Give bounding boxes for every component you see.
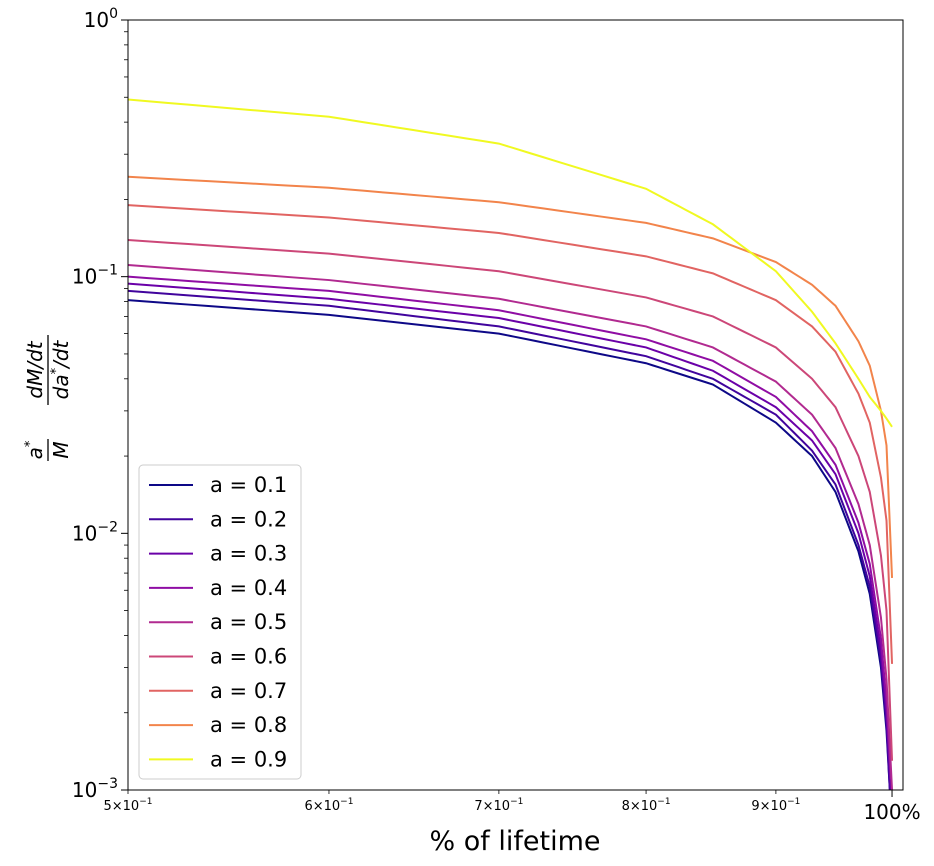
legend-label-9: a = 0.9 [210,747,287,771]
legend-label-8: a = 0.8 [210,713,287,737]
legend-label-1: a = 0.1 [210,473,287,497]
ticks-layer: 100 10−1 10−2 10−35×10−1 6×10−1 7×10−1 8×10−1 9… [72,6,921,824]
x-axis-label: % of lifetime [430,826,601,857]
series-line-7 [128,204,894,664]
y-tick-label-3: 10−3 [72,776,118,802]
series-line-6 [128,238,894,761]
legend-label-4: a = 0.4 [210,576,287,600]
x-tick-label-0: 5×10−1 [104,797,153,814]
x-tick-label-2: 7×10−1 [474,797,523,814]
x-tick-label-1: 6×10−1 [304,797,353,814]
legend-label-5: a = 0.5 [210,610,287,634]
series-line-4 [128,275,892,780]
y-axis-label: a* M dM/dt da*/dt [23,335,73,461]
y-tick-label-2: 10−2 [72,519,118,545]
plot-frame [127,19,904,791]
legend-label-3: a = 0.3 [210,542,287,566]
series-line-9 [128,98,893,428]
legend-label-2: a = 0.2 [210,507,287,531]
y-tick-label-0: 100 [84,6,118,32]
legend-label-7: a = 0.7 [210,679,287,703]
legend-box [138,464,302,780]
svg-text:da*/dt: da*/dt [49,339,73,399]
legend: a = 0.1 a = 0.2 a = 0.3 a = 0.4 a = 0.5 a = 0… [138,464,302,780]
series-layer [128,98,894,790]
series-line-5 [128,264,894,790]
x-tick-label-4: 9×10−1 [751,797,800,814]
y-tick-label-1: 10−1 [72,263,118,289]
svg-text:dM/dt: dM/dt [23,340,47,398]
legend-label-6: a = 0.6 [210,645,287,669]
svg-text:M: M [49,441,73,458]
svg-text:a*: a* [23,440,47,459]
x-tick-label-3: 8×10−1 [622,797,671,814]
x-end-tick-label: 100% [863,800,920,824]
series-line-3 [128,282,892,790]
